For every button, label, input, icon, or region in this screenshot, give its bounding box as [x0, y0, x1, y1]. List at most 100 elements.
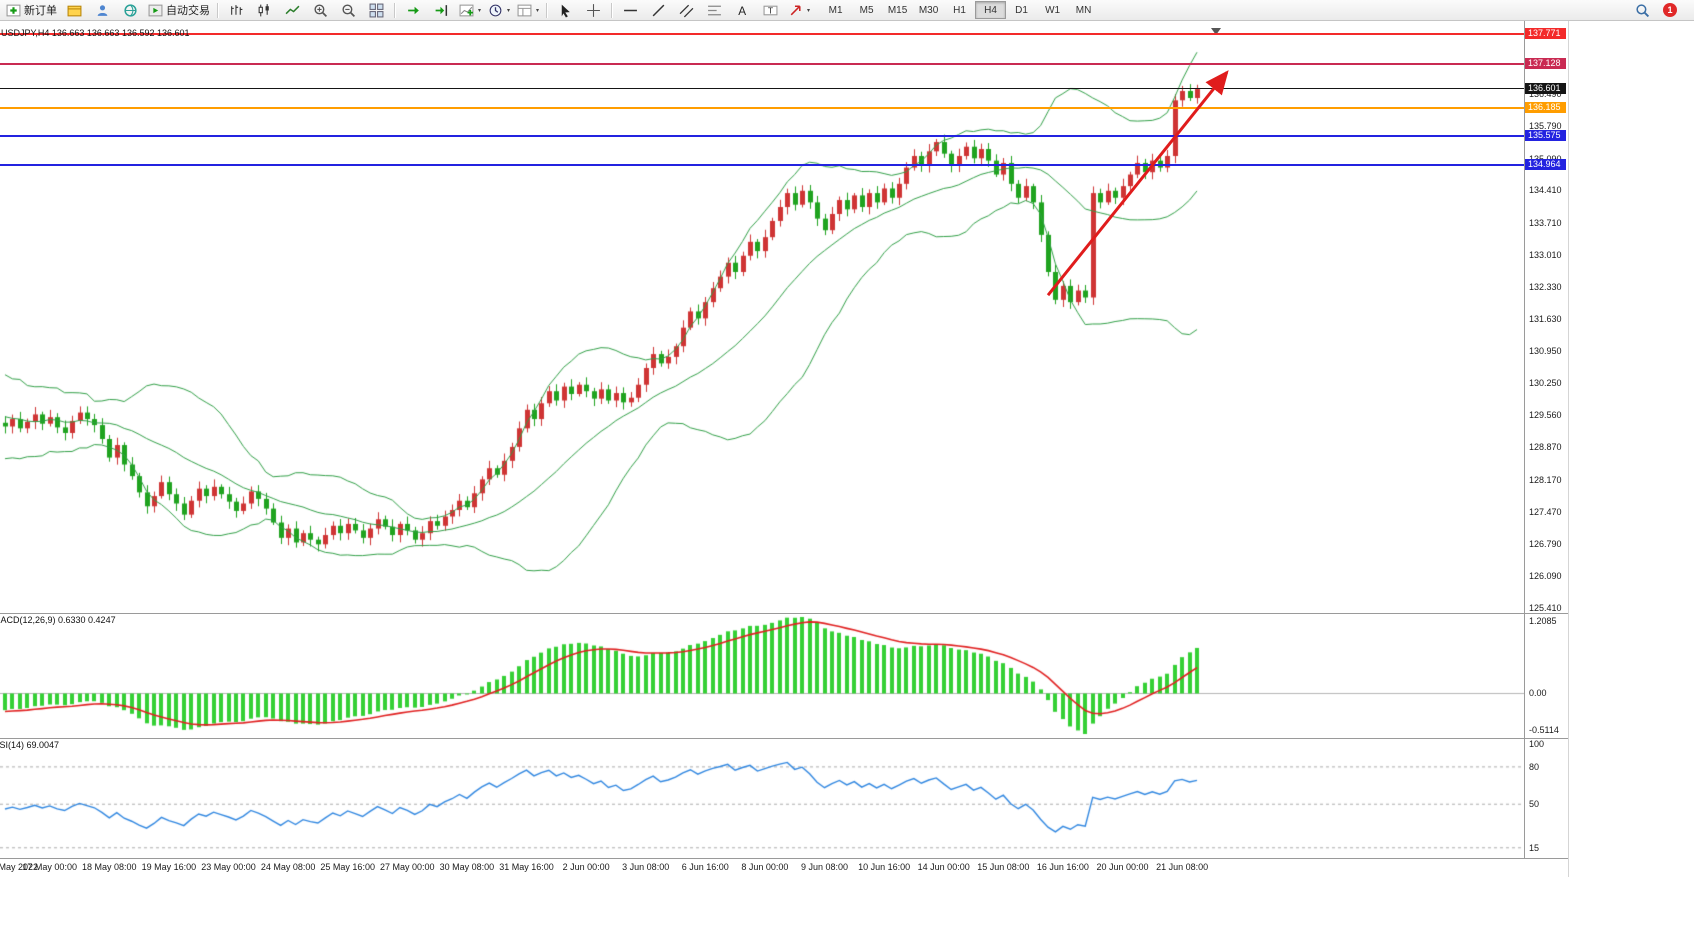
svg-text:T: T	[768, 5, 774, 15]
horizontal-line-icon	[624, 9, 637, 11]
crosshair-button[interactable]	[580, 0, 607, 20]
price-axis-tick: 135.790	[1529, 121, 1562, 132]
horizontal-price-line[interactable]	[0, 33, 1524, 36]
timeframe-m5-button[interactable]: M5	[859, 4, 874, 16]
time-axis-label: 16 Jun 16:00	[1036, 862, 1089, 872]
bar-chart-button[interactable]	[223, 0, 250, 20]
candlestick-chart-button[interactable]	[251, 0, 278, 20]
new-chart-button[interactable]	[61, 0, 88, 20]
zoom-in-button[interactable]	[307, 0, 334, 20]
timeframe-m1-button[interactable]: M1	[828, 4, 843, 16]
horizontal-price-line[interactable]	[0, 63, 1524, 66]
autotrading-icon	[148, 4, 163, 16]
line-chart-button[interactable]	[279, 0, 306, 20]
dropdown-caret-icon: ▾	[478, 7, 482, 14]
horizontal-line-button[interactable]	[617, 0, 644, 20]
toolbar-separator	[217, 2, 219, 18]
notification-badge[interactable]: 1	[1663, 3, 1677, 17]
text-icon: A	[738, 4, 746, 17]
search-icon	[1636, 3, 1650, 17]
timeframe-m15-button[interactable]: M15	[887, 4, 908, 16]
price-axis-tick: 130.250	[1529, 378, 1562, 389]
price-axis-tick: 128.870	[1529, 442, 1562, 453]
indicators-icon	[459, 4, 474, 16]
price-axis-tick: 126.790	[1529, 538, 1562, 549]
time-axis-label: 21 Jun 08:00	[1156, 862, 1209, 872]
zoom-out-button[interactable]	[335, 0, 362, 20]
rsi-axis-label: 80	[1529, 761, 1540, 772]
chart-shift-icon	[435, 4, 448, 16]
arrows-button[interactable]: ▾	[785, 0, 813, 20]
time-axis-label: 6 Jun 16:00	[681, 862, 729, 872]
zoom-in-icon	[314, 3, 327, 17]
panel-separator	[0, 858, 1568, 859]
profiles-icon	[97, 4, 108, 16]
templates-button[interactable]: ▾	[514, 0, 542, 20]
timeframe-m30-button[interactable]: M30	[918, 4, 939, 16]
price-axis-tick: 127.470	[1529, 507, 1562, 518]
templates-icon	[517, 4, 532, 16]
rsi-axis-label: 100	[1529, 739, 1545, 749]
panel-separator[interactable]	[0, 613, 1568, 614]
profiles-button[interactable]	[89, 0, 116, 20]
time-axis-label: 18 May 08:00	[82, 862, 137, 872]
macd-axis-label: -0.5114	[1529, 725, 1559, 735]
fibonacci-button[interactable]	[701, 0, 728, 20]
horizontal-price-line[interactable]	[0, 163, 1524, 166]
timeframe-h4-button[interactable]: H4	[975, 1, 1007, 19]
price-axis-tick: 133.010	[1529, 250, 1562, 261]
autotrading-button[interactable]: 自动交易	[145, 0, 213, 20]
timeframe-h1-button[interactable]: H1	[953, 4, 966, 16]
time-axis-label: 23 May 00:00	[201, 862, 256, 872]
ohlc-values: 136.663 136.663 136.592 136.601	[51, 28, 190, 38]
time-axis-label: 16 May 2022	[0, 862, 39, 872]
new-order-icon	[6, 4, 21, 16]
tile-windows-button[interactable]	[363, 0, 390, 20]
panel-separator[interactable]	[0, 738, 1568, 739]
candlestick-chart-canvas[interactable]	[0, 21, 1524, 858]
bar-chart-icon	[231, 4, 243, 15]
new-order-button[interactable]: 新订单	[3, 0, 60, 20]
periods-button[interactable]: ▾	[485, 0, 513, 20]
macd-axis-label: 1.2085	[1529, 616, 1557, 626]
fibonacci-icon	[708, 5, 721, 15]
timeframe-w1-button[interactable]: W1	[1045, 4, 1061, 16]
chart-window-icon	[67, 5, 82, 16]
auto-scroll-icon	[408, 6, 419, 14]
channel-button[interactable]	[673, 0, 700, 20]
macd-axis-label: 0.00	[1529, 688, 1547, 699]
auto-scroll-button[interactable]	[400, 0, 427, 20]
symbol-period-label: USDJPY,H4	[1, 28, 50, 38]
rsi-axis-label: 15	[1529, 842, 1540, 853]
zoom-out-icon	[342, 3, 355, 17]
price-axis-tick: 136.490	[1529, 88, 1562, 99]
time-axis-label: 9 Jun 08:00	[800, 862, 849, 872]
rsi-indicator-label: RSI(14) 69.0047	[0, 740, 60, 750]
trendline-button[interactable]	[645, 0, 672, 20]
time-axis-label: 2 Jun 00:00	[562, 862, 610, 872]
text-label-button[interactable]: T	[757, 0, 784, 20]
chart-shift-button[interactable]	[428, 0, 455, 20]
svg-text:A: A	[738, 4, 746, 17]
time-axis-label: 31 May 16:00	[499, 862, 554, 872]
horizontal-price-line[interactable]	[0, 106, 1524, 109]
search-button[interactable]	[1629, 0, 1656, 20]
text-button[interactable]: A	[729, 0, 756, 20]
refresh-button[interactable]	[117, 0, 144, 20]
cursor-button[interactable]	[552, 0, 579, 20]
timeframe-d1-button[interactable]: D1	[1015, 4, 1028, 16]
timeframe-mn-button[interactable]: MN	[1075, 4, 1092, 16]
horizontal-price-line[interactable]	[0, 88, 1524, 90]
chart-shift-marker[interactable]	[1211, 28, 1221, 35]
time-axis-label: 19 May 16:00	[141, 862, 197, 872]
price-axis-tick: 129.560	[1529, 410, 1562, 421]
price-axis-separator	[1524, 21, 1525, 858]
macd-indicator-label: MACD(12,26,9) 0.6330 0.4247	[0, 615, 116, 625]
autotrading-label: 自动交易	[166, 5, 210, 17]
time-axis-label: 3 Jun 08:00	[622, 862, 670, 872]
price-flag: 135.575	[1525, 130, 1566, 142]
tile-windows-icon	[369, 3, 384, 17]
dropdown-caret-icon: ▾	[507, 7, 511, 14]
horizontal-price-line[interactable]	[0, 135, 1524, 138]
indicators-button[interactable]: ▾	[456, 0, 484, 20]
